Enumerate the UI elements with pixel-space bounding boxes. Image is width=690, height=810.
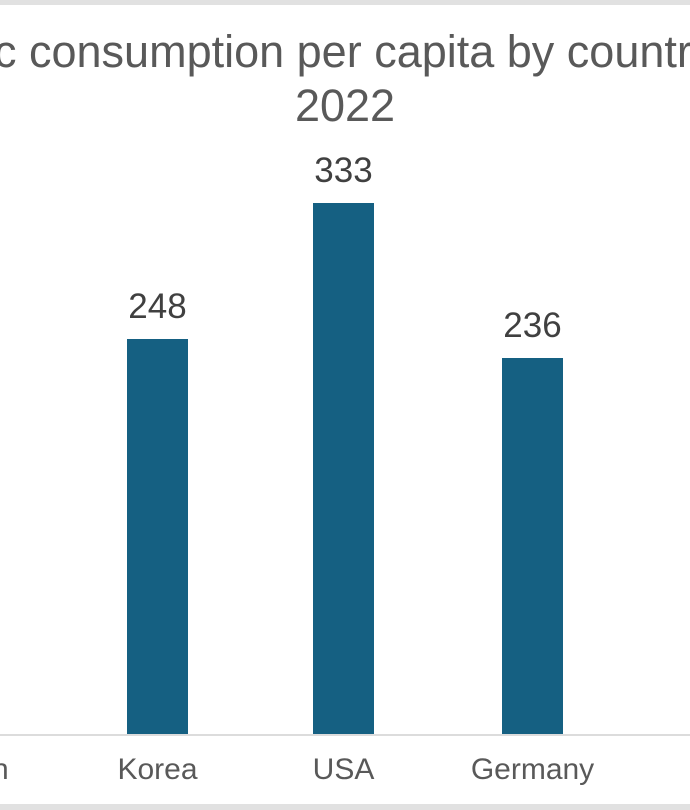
page-edge-strip-top xyxy=(0,0,690,5)
bar-value-label-usa: 333 xyxy=(314,151,373,190)
category-label-usa: USA xyxy=(312,753,375,786)
category-label-partial: n xyxy=(0,753,9,786)
page-edge-strip-bottom xyxy=(0,804,690,810)
chart-subtitle: 2022 xyxy=(294,80,396,131)
category-label-germany: Germany xyxy=(470,753,595,786)
x-axis-line xyxy=(0,734,690,736)
bar-value-label-korea: 248 xyxy=(128,287,187,326)
bar-korea xyxy=(127,339,188,734)
chart-title: c consumption per capita by countr xyxy=(0,26,690,77)
bar-germany xyxy=(502,358,563,734)
category-label-korea: Korea xyxy=(117,753,198,786)
bar-value-label-germany: 236 xyxy=(503,306,562,345)
bar-usa xyxy=(313,203,374,734)
